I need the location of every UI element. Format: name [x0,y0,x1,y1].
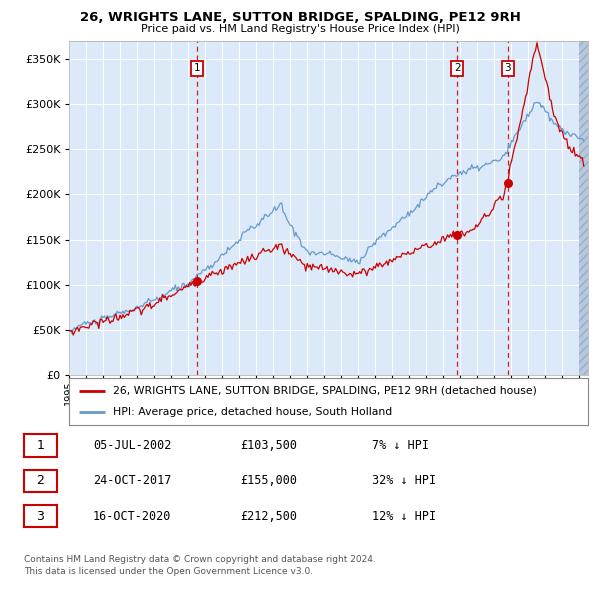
Text: 05-JUL-2002: 05-JUL-2002 [93,439,172,452]
Text: HPI: Average price, detached house, South Holland: HPI: Average price, detached house, Sout… [113,407,392,417]
Text: 2: 2 [454,63,461,73]
Text: 32% ↓ HPI: 32% ↓ HPI [372,474,436,487]
Text: 2: 2 [37,474,44,487]
Text: 3: 3 [37,510,44,523]
Text: 26, WRIGHTS LANE, SUTTON BRIDGE, SPALDING, PE12 9RH: 26, WRIGHTS LANE, SUTTON BRIDGE, SPALDIN… [80,11,520,24]
Text: 3: 3 [505,63,511,73]
Text: 26, WRIGHTS LANE, SUTTON BRIDGE, SPALDING, PE12 9RH (detached house): 26, WRIGHTS LANE, SUTTON BRIDGE, SPALDIN… [113,386,537,396]
Text: £103,500: £103,500 [240,439,297,452]
Text: 7% ↓ HPI: 7% ↓ HPI [372,439,429,452]
Text: £212,500: £212,500 [240,510,297,523]
Text: 1: 1 [193,63,200,73]
Text: Contains HM Land Registry data © Crown copyright and database right 2024.
This d: Contains HM Land Registry data © Crown c… [24,555,376,576]
Text: 16-OCT-2020: 16-OCT-2020 [93,510,172,523]
Text: 24-OCT-2017: 24-OCT-2017 [93,474,172,487]
Text: £155,000: £155,000 [240,474,297,487]
Text: Price paid vs. HM Land Registry's House Price Index (HPI): Price paid vs. HM Land Registry's House … [140,24,460,34]
Text: 12% ↓ HPI: 12% ↓ HPI [372,510,436,523]
Polygon shape [580,41,588,375]
Text: 1: 1 [37,439,44,452]
